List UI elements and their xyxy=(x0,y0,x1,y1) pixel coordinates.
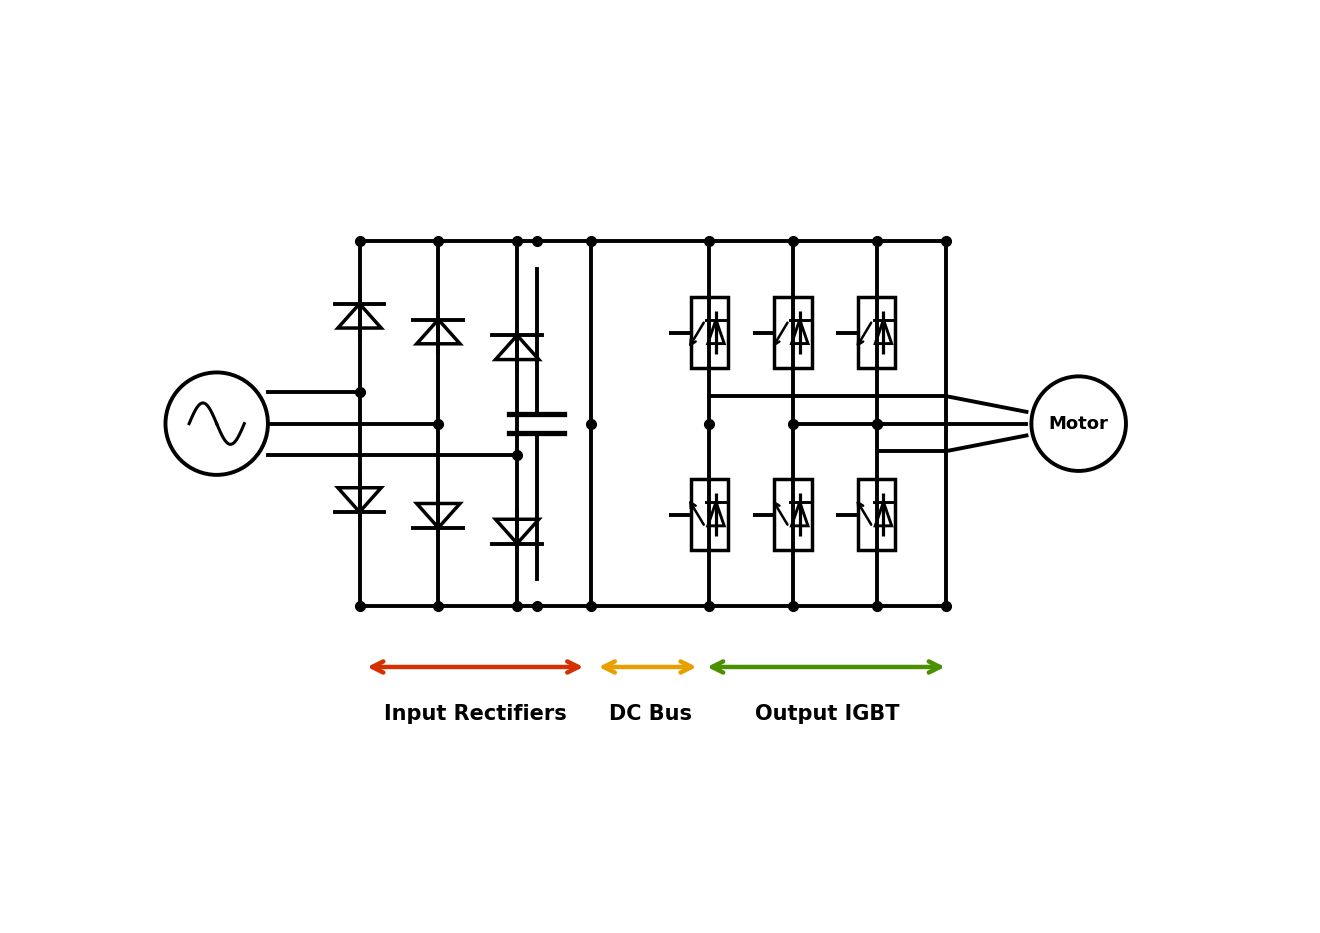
Bar xyxy=(690,480,727,550)
Text: Motor: Motor xyxy=(1048,414,1109,433)
Bar xyxy=(775,297,812,368)
Bar xyxy=(775,480,812,550)
Bar xyxy=(858,297,895,368)
Bar xyxy=(858,480,895,550)
Bar xyxy=(690,297,727,368)
Text: Input Rectifiers: Input Rectifiers xyxy=(384,704,566,724)
Text: DC Bus: DC Bus xyxy=(609,704,692,724)
Text: Output IGBT: Output IGBT xyxy=(755,704,900,724)
